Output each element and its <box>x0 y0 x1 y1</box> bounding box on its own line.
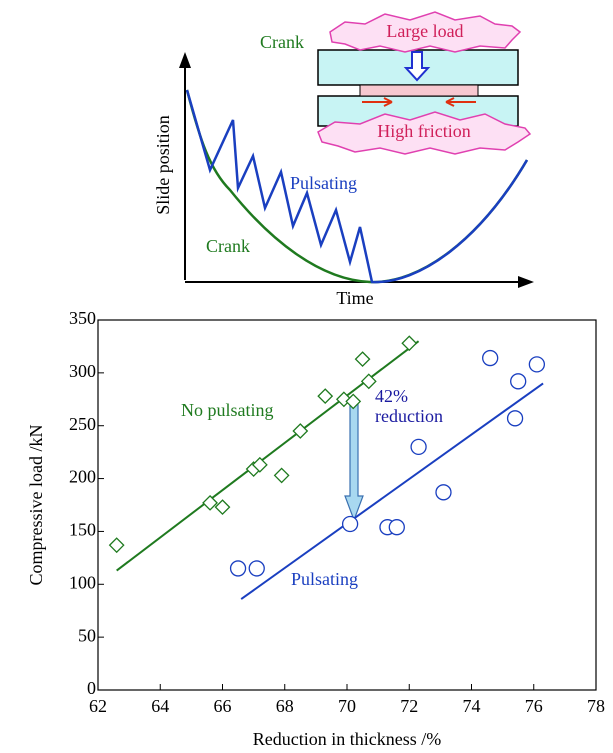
point <box>388 519 405 536</box>
y-tick-label: 350 <box>69 308 96 328</box>
y-tick-label: 200 <box>69 467 96 487</box>
label: Crank <box>206 236 250 256</box>
point <box>108 537 125 554</box>
point <box>506 410 524 427</box>
x-tick-label: 64 <box>151 696 169 716</box>
point <box>410 438 427 456</box>
y-tick-label: 250 <box>69 414 96 434</box>
y-tick-label: 150 <box>69 520 96 540</box>
point <box>528 356 546 373</box>
series-label: Pulsating <box>291 569 358 589</box>
y-axis-title: Compressive load /kN <box>26 425 46 586</box>
point <box>292 423 309 439</box>
workpiece <box>359 84 479 97</box>
burst <box>329 11 522 53</box>
pulsating-curve <box>185 89 529 284</box>
friction-arrows <box>362 97 476 107</box>
series-label: No pulsating <box>181 400 274 420</box>
x-tick-label: 76 <box>525 696 543 716</box>
fit-line <box>116 340 420 572</box>
x-tick-label: 74 <box>463 696 481 716</box>
x-tick-label: 70 <box>338 696 356 716</box>
point <box>214 499 231 516</box>
label: Pulsating <box>290 173 357 193</box>
label: Large load <box>386 21 463 41</box>
label: Crank <box>260 32 304 52</box>
point <box>229 560 247 577</box>
arrow <box>179 52 191 68</box>
y-tick-label: 300 <box>69 361 96 381</box>
x-tick-label: 66 <box>214 696 232 716</box>
label: High friction <box>377 121 470 141</box>
annotation: 42% <box>375 386 408 406</box>
axis-title: Time <box>336 288 373 308</box>
point <box>251 456 268 473</box>
point <box>345 393 362 410</box>
point <box>354 351 371 368</box>
reduction-arrow <box>344 403 364 522</box>
x-tick-label: 78 <box>587 696 605 716</box>
burst <box>317 111 532 155</box>
point <box>435 484 452 501</box>
chart: Reduction in thickness /% Compressive lo… <box>26 308 605 749</box>
point <box>341 515 359 533</box>
x-axis-title: Reduction in thickness /% <box>253 729 441 749</box>
schematic: Large load High friction Crank Crank Pul… <box>153 11 534 308</box>
point <box>510 373 527 390</box>
x-tick-label: 68 <box>276 696 294 716</box>
point <box>401 335 418 352</box>
fit-line <box>240 382 544 600</box>
point <box>482 349 499 367</box>
y-tick-label: 0 <box>87 678 96 698</box>
load-arrow <box>403 51 431 82</box>
point <box>317 388 334 405</box>
axis-title: Slide position <box>153 115 173 215</box>
x-tick-label: 72 <box>400 696 418 716</box>
annotation: reduction <box>375 406 443 426</box>
y-tick-label: 100 <box>69 572 96 592</box>
point <box>273 467 290 484</box>
x-tick-label: 62 <box>89 696 107 716</box>
point <box>360 373 377 390</box>
point <box>248 560 265 577</box>
point <box>202 494 218 511</box>
y-tick-label: 50 <box>78 625 96 645</box>
arrow <box>518 276 534 288</box>
